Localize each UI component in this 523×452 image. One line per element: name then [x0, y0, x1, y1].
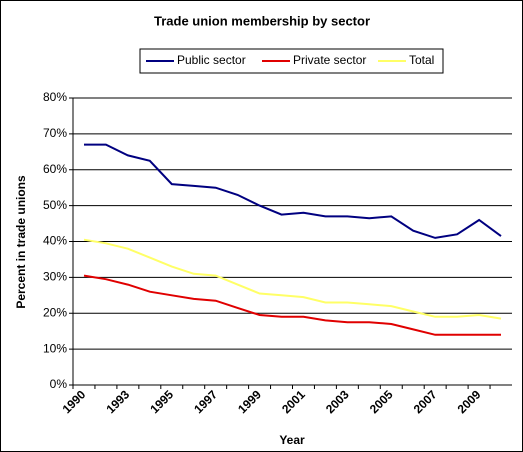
- y-tick-label: 30%: [43, 270, 67, 284]
- y-tick-label: 20%: [43, 305, 67, 319]
- chart-title: Trade union membership by sector: [154, 13, 370, 28]
- y-tick-label: 80%: [43, 90, 67, 104]
- data-line: [84, 143, 502, 239]
- y-tick-label: 0%: [50, 377, 68, 391]
- legend-label: Private sector: [293, 53, 366, 67]
- y-tick-label: 10%: [43, 341, 67, 355]
- data-line: [83, 274, 501, 336]
- y-axis-label: Percent in trade unions: [14, 175, 28, 309]
- legend-label: Public sector: [177, 53, 246, 67]
- y-tick-label: 40%: [43, 234, 67, 248]
- y-tick-label: 70%: [43, 126, 67, 140]
- y-tick-label: 50%: [43, 198, 67, 212]
- legend-label: Total: [409, 53, 434, 67]
- data-line: [83, 238, 502, 320]
- y-tick-label: 60%: [43, 162, 67, 176]
- x-axis-label: Year: [279, 433, 305, 447]
